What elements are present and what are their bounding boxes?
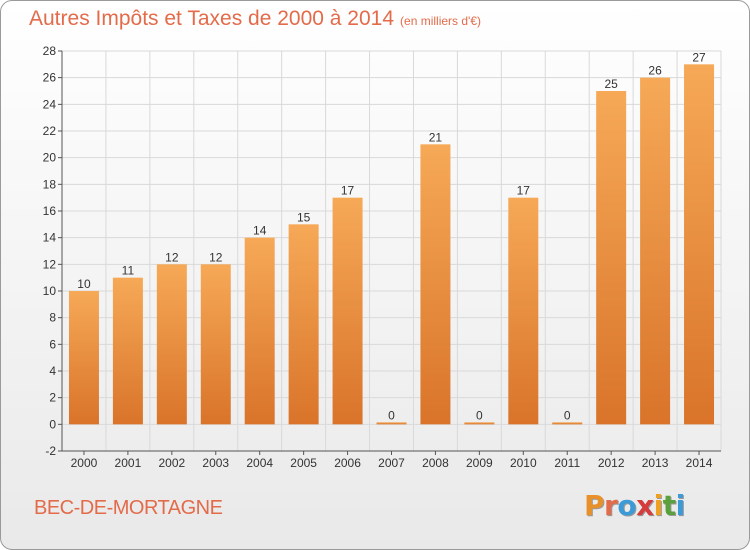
bar — [640, 77, 671, 425]
y-tick-label: 8 — [49, 311, 56, 325]
y-tick-label: 2 — [49, 391, 56, 405]
bar — [376, 422, 407, 425]
bar — [332, 197, 363, 425]
y-tick-label: 0 — [49, 417, 56, 431]
x-tick-label: 2005 — [290, 456, 317, 470]
y-tick-label: 14 — [43, 231, 57, 245]
bar-value-label: 0 — [476, 408, 483, 422]
x-tick-label: 2007 — [378, 456, 405, 470]
x-tick-label: 2000 — [71, 456, 98, 470]
bar-value-label: 11 — [122, 264, 135, 278]
bar — [156, 264, 187, 425]
bar-value-label: 21 — [429, 130, 443, 144]
bar — [464, 422, 495, 425]
bar-value-label: 27 — [692, 50, 706, 64]
bar — [68, 291, 99, 425]
y-tick-label: 4 — [49, 364, 56, 378]
y-tick-label: 18 — [43, 177, 57, 191]
bar-value-label: 17 — [517, 184, 531, 198]
y-tick-label: 6 — [49, 337, 56, 351]
x-tick-label: 2004 — [246, 456, 273, 470]
bar-value-label: 12 — [209, 250, 223, 264]
bar-value-label: 0 — [564, 408, 571, 422]
x-tick-label: 2009 — [466, 456, 493, 470]
bar — [596, 91, 627, 425]
bar-value-label: 14 — [253, 224, 267, 238]
bar — [684, 64, 715, 425]
y-tick-label: 20 — [43, 151, 57, 165]
bar-value-label: 0 — [388, 408, 395, 422]
x-tick-label: 2001 — [115, 456, 142, 470]
bar — [244, 237, 275, 425]
x-tick-label: 2013 — [642, 456, 669, 470]
y-tick-label: 26 — [43, 71, 57, 85]
logo-letter: i — [653, 489, 664, 522]
y-tick-label: 22 — [43, 124, 57, 138]
y-tick-label: 24 — [43, 97, 57, 111]
y-tick-label: 28 — [43, 44, 57, 58]
bar — [420, 144, 451, 425]
logo-letter: r — [604, 489, 618, 522]
x-tick-label: 2010 — [510, 456, 537, 470]
x-tick-label: 2014 — [686, 456, 713, 470]
commune-name: BEC-DE-MORTAGNE — [34, 497, 223, 519]
x-tick-label: 2003 — [202, 456, 229, 470]
x-tick-label: 2011 — [554, 456, 580, 470]
bar — [552, 422, 583, 425]
bar-value-label: 25 — [604, 77, 618, 91]
bar — [508, 197, 539, 425]
bar-value-label: 15 — [297, 210, 311, 224]
y-tick-label: 16 — [43, 204, 57, 218]
bar-value-label: 26 — [648, 64, 662, 78]
x-tick-label: 2006 — [334, 456, 361, 470]
logo-letter: o — [617, 489, 637, 522]
logo-letter: t — [662, 489, 676, 522]
chart-unit: (en milliers d'€) — [400, 14, 482, 28]
bar-value-label: 10 — [77, 277, 91, 291]
logo-letter: x — [636, 489, 654, 522]
bar-value-label: 12 — [165, 250, 179, 264]
logo-letter: P — [584, 489, 605, 522]
bar-value-label: 17 — [341, 184, 355, 198]
proxiti-logo: Proxiti — [584, 489, 685, 522]
logo-letter: i — [675, 489, 686, 522]
x-tick-label: 2012 — [598, 456, 625, 470]
chart-title: Autres Impôts et Taxes de 2000 à 2014 (en… — [29, 7, 481, 31]
x-tick-label: 2002 — [158, 456, 185, 470]
bar — [200, 264, 231, 425]
y-tick-label: 10 — [43, 284, 57, 298]
bar — [288, 224, 319, 425]
y-tick-label: 12 — [43, 257, 57, 271]
bar — [112, 277, 143, 425]
y-tick-label: -2 — [45, 444, 56, 458]
chart-title-text: Autres Impôts et Taxes de 2000 à 2014 — [29, 7, 395, 30]
x-tick-label: 2008 — [422, 456, 449, 470]
